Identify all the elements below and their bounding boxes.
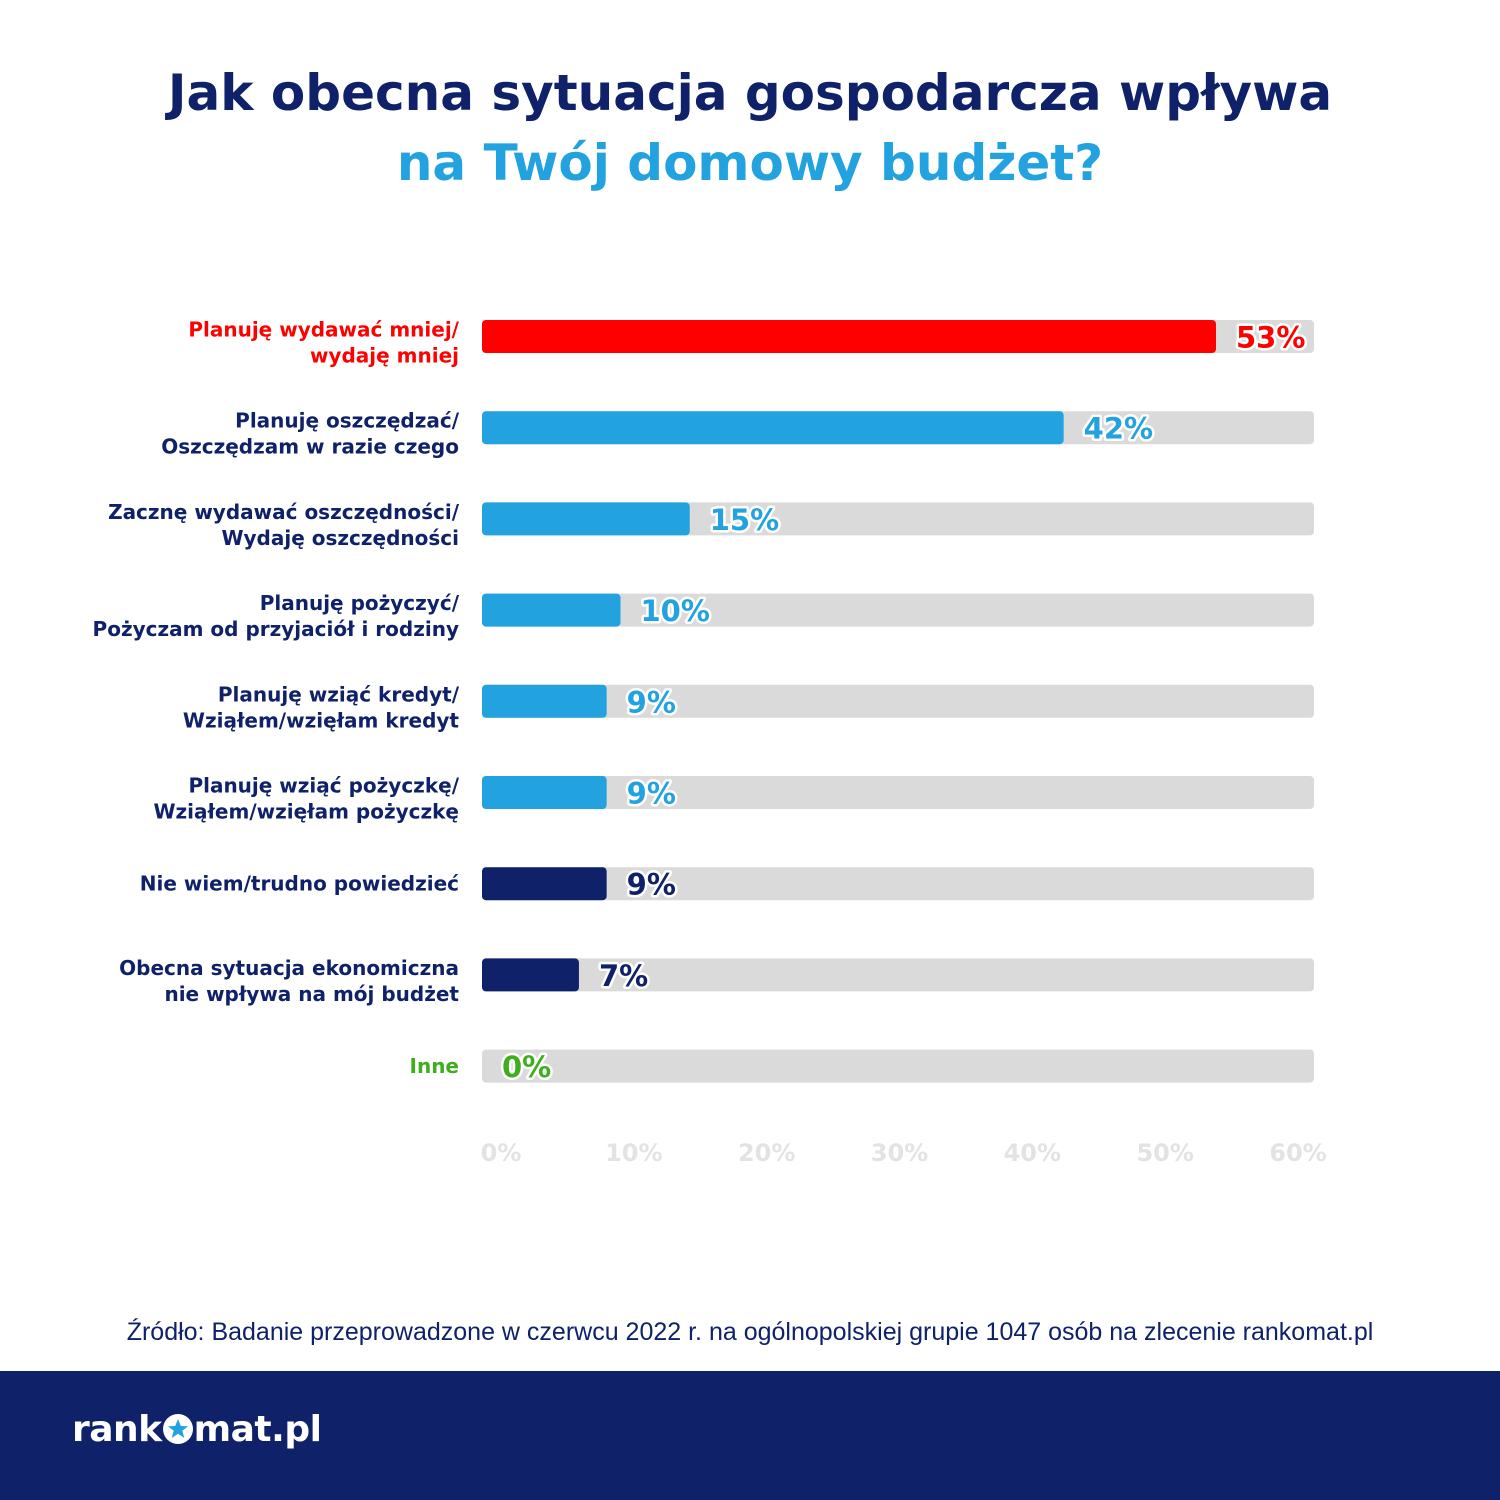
category-label-row-1: Planuję wydawać mniej/wydaję mniej [188, 318, 459, 368]
bar-track-row-4 [482, 593, 1314, 627]
value-label-row-4: 10% [640, 594, 709, 628]
x-tick-label: 10% [605, 1139, 662, 1167]
bar-track-row-7 [482, 867, 1314, 901]
bar-row-8 [482, 958, 579, 992]
x-tick-label: 40% [1004, 1139, 1061, 1167]
value-label-row-5: 9% [627, 685, 676, 719]
category-label-line: Zacznę wydawać oszczędności/ [108, 500, 460, 524]
bar-row-7 [482, 867, 607, 901]
value-label-row-2: 42% [1084, 412, 1153, 446]
category-label-row-5: Planuję wziąć kredyt/Wziąłem/wzięłam kre… [183, 682, 460, 732]
x-tick-label: 20% [738, 1139, 795, 1167]
logo-text-start: rank [72, 1409, 162, 1450]
x-tick-label: 50% [1136, 1139, 1193, 1167]
category-label-line: Obecna sytuacja ekonomiczna [119, 956, 459, 980]
value-label-row-8: 7% [599, 959, 648, 993]
x-tick-label: 60% [1269, 1139, 1326, 1167]
category-label-line: Wziąłem/wzięłam kredyt [183, 708, 460, 732]
bar-row-2 [482, 411, 1064, 445]
bar-track-row-6 [482, 776, 1314, 809]
category-label-line: Nie wiem/trudno powiedzieć [140, 872, 459, 896]
bar-row-4 [482, 593, 621, 627]
rankomat-logo: rank mat.pl [72, 1409, 322, 1450]
value-label-row-7: 9% [627, 868, 676, 902]
category-label-line: Planuję wydawać mniej/ [188, 318, 459, 342]
category-label-line: Oszczędzam w razie czego [161, 435, 459, 459]
bar-row-1 [482, 320, 1216, 353]
category-label-line: nie wpływa na mój budżet [164, 982, 459, 1006]
value-label-row-1: 53% [1236, 321, 1305, 355]
category-label-row-3: Zacznę wydawać oszczędności/Wydaję oszcz… [108, 500, 460, 550]
bar-chart: 53% Planuję wydawać mniej/wydaję mniej 42%… [93, 318, 1327, 1168]
chart-title-line-1: Jak obecna sytuacja gospodarcza wpływa [167, 64, 1333, 122]
x-tick-label: 30% [871, 1139, 928, 1167]
logo-text-end: mat.pl [193, 1409, 322, 1450]
bar-track-row-8 [482, 958, 1314, 992]
category-label-line: Pożyczam od przyjaciół i rodziny [93, 617, 459, 641]
star-icon [162, 1414, 193, 1444]
category-label-line: Wziąłem/wzięłam pożyczkę [153, 800, 459, 824]
x-tick-label: 0% [481, 1139, 522, 1167]
bar-track-row-5 [482, 684, 1314, 718]
category-label-line: Planuję pożyczyć/ [260, 591, 460, 615]
category-label-row-4: Planuję pożyczyć/Pożyczam od przyjaciół … [93, 591, 460, 641]
category-label-line: Wydaję oszczędności [221, 526, 459, 550]
footer-bar: rank mat.pl [0, 1371, 1500, 1500]
bar-track-row-9 [482, 1049, 1314, 1083]
value-label-row-6: 9% [627, 777, 676, 811]
chart-title-line-2: na Twój domowy budżet? [396, 134, 1104, 192]
category-label-row-2: Planuję oszczędzać/Oszczędzam w razie cz… [161, 409, 460, 459]
category-label-line: wydaję mniej [310, 344, 459, 368]
category-label-line: Planuję wziąć kredyt/ [218, 682, 460, 706]
bar-row-6 [482, 776, 607, 809]
bar-row-3 [482, 502, 690, 536]
category-label-line: Planuję oszczędzać/ [235, 409, 460, 433]
category-label-line: Planuję wziąć pożyczkę/ [188, 774, 459, 798]
value-label-row-9: 0% [502, 1050, 551, 1084]
source-note: Źródło: Badanie przeprowadzone w czerwcu… [126, 1318, 1374, 1346]
bar-track-row-3 [482, 502, 1314, 536]
category-label-row-9: Inne [410, 1054, 459, 1078]
category-label-row-6: Planuję wziąć pożyczkę/Wziąłem/wzięłam p… [153, 774, 459, 824]
category-label-row-7: Nie wiem/trudno powiedzieć [140, 872, 459, 896]
value-label-row-3: 15% [710, 503, 779, 537]
category-label-line: Inne [410, 1054, 459, 1078]
bar-row-5 [482, 684, 607, 718]
category-label-row-8: Obecna sytuacja ekonomiczna nie wpływa na… [119, 956, 459, 1006]
